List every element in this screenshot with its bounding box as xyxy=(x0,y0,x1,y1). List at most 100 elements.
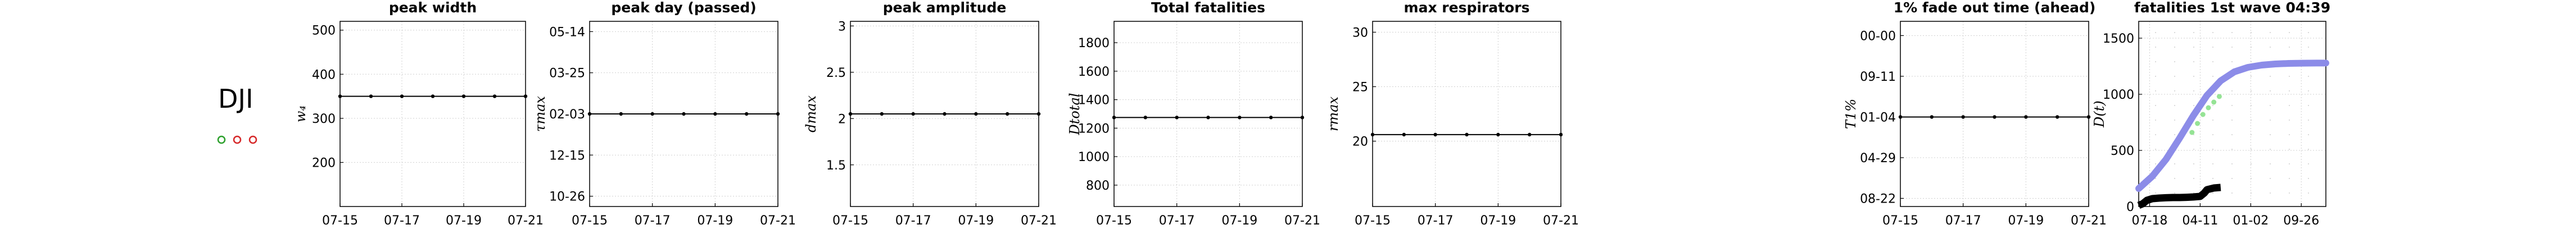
peak-day-passed-ytick-label: 12-15 xyxy=(549,149,585,163)
total-fatalities-ytick-label: 1200 xyxy=(1078,122,1110,136)
fatalities-1st-wave-04-39-bg-dot xyxy=(2155,76,2156,77)
fatalities-1st-wave-04-39-bg-dot xyxy=(2212,178,2213,179)
fatalities-1st-wave-04-39-ylabel: D(t) xyxy=(2091,100,2107,128)
fatalities-1st-wave-04-39-bg-dot xyxy=(2270,105,2271,106)
fatalities-1st-wave-04-39-bg-dot xyxy=(2155,47,2156,48)
fatalities-1st-wave-04-39-bg-dot xyxy=(2174,76,2175,77)
fatalities-1st-wave-04-39-bg-dot xyxy=(2289,47,2290,48)
fatalities-1st-wave-04-39-bg-dot xyxy=(2193,32,2194,33)
fatalities-1st-wave-04-39-xtick-label: 04-11 xyxy=(2182,214,2218,228)
chart-fatalities-1st-wave-04-39: 07-18 04-11 01-02 09-26 0 500 1000 1500 fataliti… xyxy=(2091,0,2330,228)
max-respirators-xtick-label: 07-15 xyxy=(1355,214,1391,228)
peak-amplitude-ytick-label: 3 xyxy=(838,20,846,34)
fatalities-1st-wave-04-39-bg-dot xyxy=(2251,90,2252,91)
red-marker-2 xyxy=(248,135,257,144)
fatalities-1st-wave-04-39-bg-dot xyxy=(2231,90,2233,91)
fatalities-1st-wave-04-39-bg-dot xyxy=(2251,192,2252,194)
total-fatalities-xtick-label: 07-17 xyxy=(1159,214,1195,228)
fatalities-1st-wave-04-39-bg-dot xyxy=(2174,47,2175,48)
peak-amplitude-xtick-label: 07-15 xyxy=(832,214,868,228)
fatalities-1st-wave-04-39-bg-dot xyxy=(2231,178,2233,179)
fatalities-1st-wave-04-39-bg-dot xyxy=(2270,76,2271,77)
chart-total-fatalities: 07-15 07-17 07-19 07-21 800 1000 1200 1400 1600 1… xyxy=(1067,0,1320,228)
max-respirators-ytick-label: 30 xyxy=(1352,26,1368,40)
fatalities-1st-wave-04-39-bg-dot xyxy=(2289,76,2290,77)
fatalities-1st-wave-04-39-bg-dot xyxy=(2289,163,2290,164)
peak-day-passed-data-point xyxy=(619,112,623,116)
fatalities-1st-wave-04-39-bg-dot xyxy=(2289,90,2290,91)
max-respirators-data-point xyxy=(1433,132,1437,137)
peak-width-xtick-label: 07-21 xyxy=(508,214,544,228)
peak-width-xtick-label: 07-15 xyxy=(322,214,358,228)
1-fade-out-time-ahead-data-point xyxy=(1930,115,1934,119)
peak-width-data-point xyxy=(369,94,373,98)
fatalities-1st-wave-04-39-bg-dot xyxy=(2193,149,2194,150)
peak-amplitude-data-point xyxy=(911,112,915,116)
fatalities-1st-wave-04-39-bg-dot xyxy=(2212,120,2213,121)
peak-day-passed-data-point xyxy=(744,112,749,116)
1-fade-out-time-ahead-data-point xyxy=(2086,115,2091,119)
fatalities-1st-wave-04-39-bg-dot xyxy=(2193,90,2194,91)
max-respirators-data-point xyxy=(1465,132,1469,137)
fatalities-1st-wave-04-39-bg-dot xyxy=(2193,47,2194,48)
fatalities-1st-wave-04-39-ytick-label: 500 xyxy=(2111,144,2134,158)
fatalities-1st-wave-04-39-bg-dot xyxy=(2270,90,2271,91)
fatalities-1st-wave-04-39-bg-dot xyxy=(2212,149,2213,150)
1-fade-out-time-ahead-data-point xyxy=(1898,115,1903,119)
peak-amplitude-xtick-label: 07-21 xyxy=(1021,214,1057,228)
max-respirators-frame xyxy=(1372,21,1561,207)
fatalities-1st-wave-04-39-bg-dot xyxy=(2193,61,2194,62)
fatalities-1st-wave-04-39-bg-dot xyxy=(2251,47,2252,48)
fatalities-1st-wave-04-39-bg-dot xyxy=(2289,134,2290,135)
peak-amplitude-data-point xyxy=(848,112,853,116)
fatalities-1st-wave-04-39-observed-curve xyxy=(2137,183,2221,209)
total-fatalities-data-point xyxy=(1269,116,1273,120)
chart-max-respirators: 07-15 07-17 07-19 07-21 20 25 30 max respirator… xyxy=(1325,0,1579,228)
fatalities-1st-wave-04-39-ytick-label: 0 xyxy=(2126,200,2134,214)
peak-width-data-point xyxy=(400,94,404,98)
fatalities-1st-wave-04-39-bg-dot xyxy=(2155,134,2156,135)
fatalities-1st-wave-04-39-highlight-point xyxy=(2216,94,2222,99)
peak-day-passed-ytick-label: 02-03 xyxy=(549,108,585,122)
peak-amplitude-data-point xyxy=(880,112,884,116)
fatalities-1st-wave-04-39-bg-dot xyxy=(2251,105,2252,106)
max-respirators-ytick-label: 25 xyxy=(1352,80,1368,94)
peak-amplitude-ytick-label: 2.5 xyxy=(826,66,846,80)
total-fatalities-data-point xyxy=(1238,116,1242,120)
fatalities-1st-wave-04-39-bg-dot xyxy=(2231,149,2233,150)
fatalities-1st-wave-04-39-frame xyxy=(2138,21,2326,207)
peak-amplitude-data-point xyxy=(974,112,978,116)
fatalities-1st-wave-04-39-bg-dot xyxy=(2155,61,2156,62)
fatalities-1st-wave-04-39-bg-dot xyxy=(2251,163,2252,164)
fatalities-1st-wave-04-39-bg-dot xyxy=(2270,178,2271,179)
peak-day-passed-title: peak day (passed) xyxy=(611,0,756,16)
max-respirators-ylabel: rmax xyxy=(1325,97,1341,132)
fatalities-1st-wave-04-39-bg-dot xyxy=(2251,120,2252,121)
1-fade-out-time-ahead-data-point xyxy=(1961,115,1965,119)
fatalities-1st-wave-04-39-bg-dot xyxy=(2193,163,2194,164)
peak-width-data-point xyxy=(431,94,435,98)
total-fatalities-title: Total fatalities xyxy=(1151,0,1265,16)
1-fade-out-time-ahead-data-point xyxy=(2055,115,2059,119)
peak-amplitude-ytick-label: 1.5 xyxy=(826,159,846,173)
fatalities-1st-wave-04-39-bg-dot xyxy=(2270,47,2271,48)
1-fade-out-time-ahead-ytick-label: 08-22 xyxy=(1860,192,1896,206)
max-respirators-data-point xyxy=(1402,132,1406,137)
peak-day-passed-ylabel: τmax xyxy=(532,96,548,132)
fatalities-1st-wave-04-39-bg-dot xyxy=(2308,192,2309,194)
peak-day-passed-ytick-label: 05-14 xyxy=(549,25,585,39)
peak-amplitude-xtick-label: 07-19 xyxy=(958,214,994,228)
peak-day-passed-ytick-label: 03-25 xyxy=(549,67,585,81)
max-respirators-data-point xyxy=(1370,132,1375,137)
fatalities-1st-wave-04-39-bg-dot xyxy=(2193,76,2194,77)
fatalities-1st-wave-04-39-bg-dot xyxy=(2308,32,2309,33)
fatalities-1st-wave-04-39-bg-dot xyxy=(2193,105,2194,106)
fatalities-1st-wave-04-39-bg-dot xyxy=(2270,149,2271,150)
fatalities-1st-wave-04-39-xtick-label: 07-18 xyxy=(2131,214,2167,228)
fatalities-1st-wave-04-39-bg-dot xyxy=(2251,178,2252,179)
fatalities-1st-wave-04-39-bg-dot xyxy=(2212,134,2213,135)
fatalities-1st-wave-04-39-bg-dot xyxy=(2270,163,2271,164)
max-respirators-data-point xyxy=(1559,132,1563,137)
peak-width-xtick-label: 07-19 xyxy=(446,214,482,228)
1-fade-out-time-ahead-ytick-label: 01-04 xyxy=(1860,111,1896,125)
